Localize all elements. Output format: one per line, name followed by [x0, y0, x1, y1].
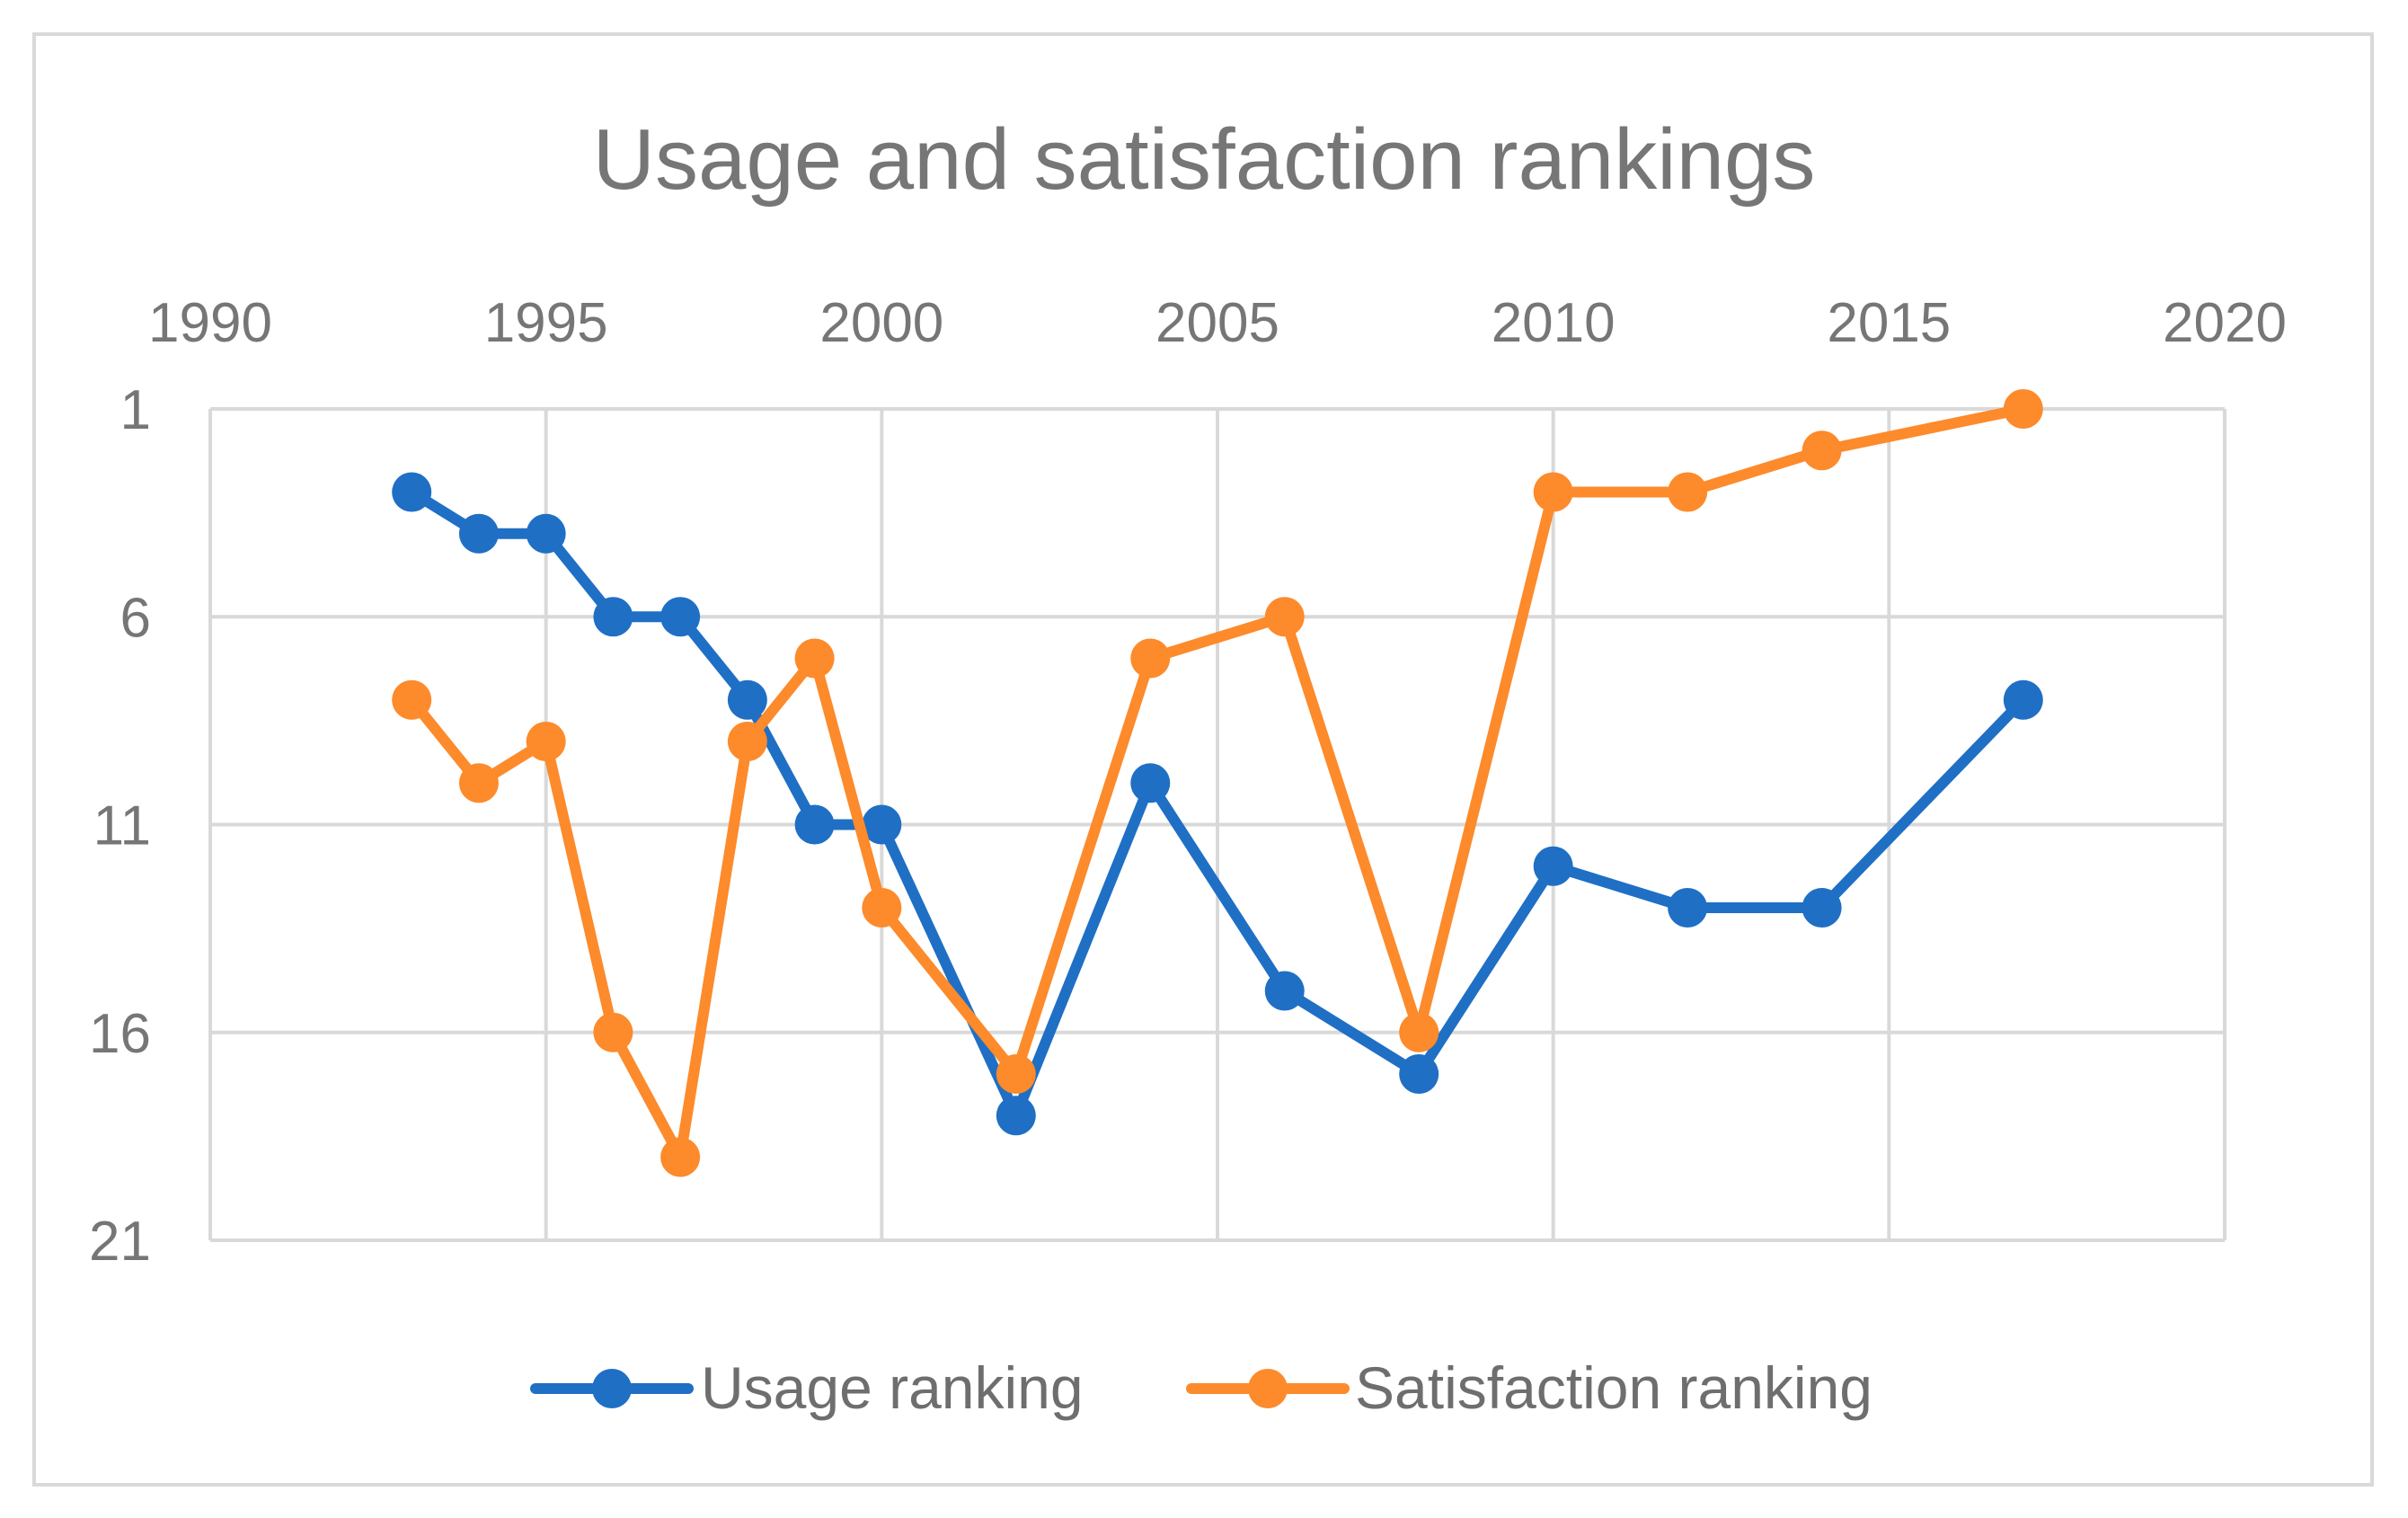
data-point: [1130, 638, 1171, 679]
data-point: [862, 804, 902, 845]
legend: Usage ranking Satisfaction ranking: [530, 1354, 1872, 1421]
data-point: [392, 472, 432, 512]
series-line: [406, 404, 2029, 1163]
data-point: [862, 888, 902, 928]
legend-item: Usage ranking: [530, 1354, 1084, 1421]
data-point: [1668, 888, 1708, 928]
series-usage-ranking: [392, 472, 2043, 1136]
y-tick-label: 16: [89, 1003, 151, 1065]
series-line: [406, 486, 2029, 1122]
data-point: [593, 597, 633, 637]
legend-marker: [592, 1369, 632, 1408]
data-point: [392, 679, 432, 720]
x-tick-label: 2010: [1492, 292, 1616, 354]
legend-label: Usage ranking: [701, 1354, 1084, 1421]
y-tick-label: 11: [93, 795, 151, 857]
data-point: [1130, 763, 1171, 803]
data-point: [526, 513, 566, 554]
x-tick-label: 2020: [2163, 292, 2287, 354]
data-point: [1399, 1054, 1439, 1094]
data-point: [996, 1096, 1036, 1136]
data-point: [1533, 472, 1573, 512]
x-tick-label: 1990: [148, 292, 272, 354]
data-point: [1802, 888, 1842, 928]
data-point: [1533, 846, 1573, 886]
legend-marker: [1248, 1369, 1288, 1408]
data-point: [727, 679, 767, 720]
data-point: [727, 722, 767, 761]
data-point: [660, 1137, 701, 1177]
data-point: [1264, 971, 1305, 1011]
data-point: [794, 804, 835, 845]
legend-label: Satisfaction ranking: [1355, 1354, 1872, 1421]
data-point: [660, 597, 701, 637]
data-point: [1802, 431, 1842, 471]
data-point: [458, 513, 499, 554]
y-tick-label: 21: [89, 1211, 151, 1273]
chart-title: Usage and satisfaction rankings: [593, 111, 1816, 208]
chart-frame: [32, 32, 2374, 1487]
data-point: [1668, 472, 1708, 512]
data-point: [526, 722, 566, 761]
legend-item: Satisfaction ranking: [1186, 1354, 1872, 1421]
data-point: [458, 763, 499, 803]
series-group: [392, 389, 2043, 1177]
x-tick-label: 2000: [819, 292, 943, 354]
x-tick-label: 1995: [484, 292, 608, 354]
data-point: [1264, 597, 1305, 637]
y-tick-label: 6: [120, 587, 151, 649]
data-point: [593, 1012, 633, 1052]
data-point: [996, 1054, 1036, 1094]
data-point: [2003, 679, 2043, 720]
x-tick-label: 2005: [1155, 292, 1279, 354]
y-tick-label: 1: [120, 379, 151, 441]
x-tick-label: 2015: [1827, 292, 1951, 354]
x-axis-tick-labels: 1990 1995 2000 2005 2010 2015 2020: [148, 292, 2287, 354]
data-point: [2003, 389, 2043, 429]
data-point: [1399, 1012, 1439, 1052]
series-satisfaction-ranking: [392, 389, 2043, 1177]
data-point: [794, 638, 835, 679]
